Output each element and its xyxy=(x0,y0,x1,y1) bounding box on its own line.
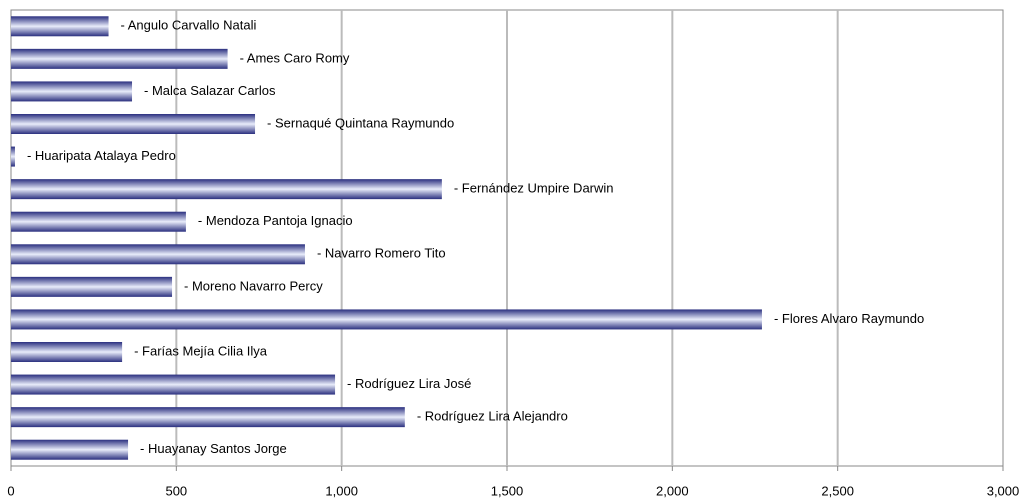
x-tick-label: 500 xyxy=(165,483,187,498)
bar-label: - Flores Alvaro Raymundo xyxy=(774,311,924,326)
bar xyxy=(11,16,109,37)
bar-label: - Huaripata Atalaya Pedro xyxy=(27,148,176,163)
bar-label: - Rodríguez Lira José xyxy=(347,376,471,391)
x-tick-label: 1,500 xyxy=(491,483,524,498)
bar-label: - Ames Caro Romy xyxy=(240,50,350,65)
bar-label: - Farías Mejía Cilia Ilya xyxy=(134,343,268,358)
bar xyxy=(11,309,762,330)
bar xyxy=(11,407,405,428)
x-tick-label: 2,000 xyxy=(656,483,689,498)
bar xyxy=(11,146,15,167)
bar-label: - Fernández Umpire Darwin xyxy=(454,181,614,196)
bar-label: - Sernaqué Quintana Raymundo xyxy=(267,115,454,130)
x-tick-label: 1,000 xyxy=(325,483,358,498)
x-tick-label: 3,000 xyxy=(987,483,1020,498)
bar-label: - Moreno Navarro Percy xyxy=(184,278,323,293)
bar-label: - Mendoza Pantoja Ignacio xyxy=(198,213,353,228)
bar-label: - Rodríguez Lira Alejandro xyxy=(417,409,568,424)
x-tick-label: 2,500 xyxy=(821,483,854,498)
bar-label: - Navarro Romero Tito xyxy=(317,246,446,261)
bar xyxy=(11,179,442,200)
bar xyxy=(11,439,129,460)
bar xyxy=(11,276,173,297)
bar-label: - Huayanay Santos Jorge xyxy=(140,441,287,456)
bar xyxy=(11,211,186,232)
bar xyxy=(11,244,305,265)
bar-label: - Malca Salazar Carlos xyxy=(144,83,276,98)
bar xyxy=(11,48,228,69)
bar xyxy=(11,374,336,395)
bar-label: - Angulo Carvallo Natali xyxy=(121,18,257,33)
bar xyxy=(11,114,256,134)
x-tick-label: 0 xyxy=(7,483,14,498)
bar xyxy=(11,81,133,102)
bar xyxy=(11,342,123,362)
